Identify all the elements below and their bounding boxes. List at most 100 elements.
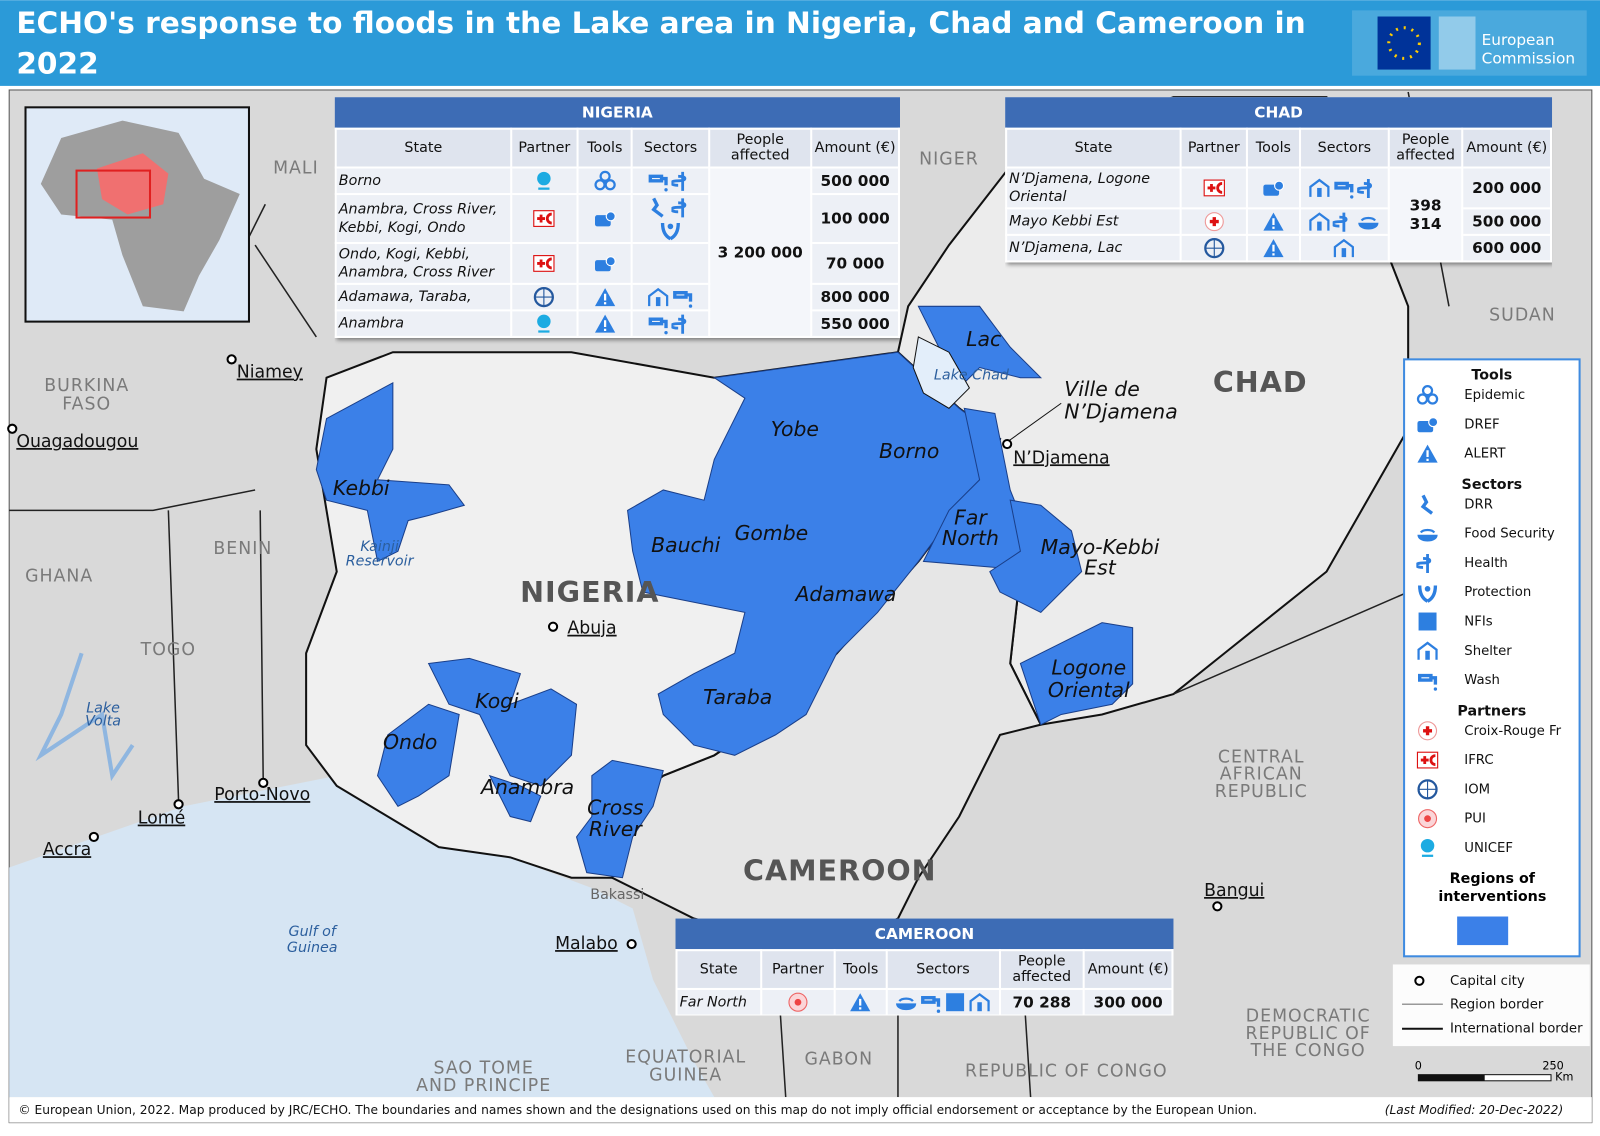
icon-cell xyxy=(576,193,633,245)
icon-epidemic xyxy=(594,170,616,191)
icon-health xyxy=(1356,178,1373,199)
capital-symbol xyxy=(1414,975,1425,986)
sea xyxy=(9,775,715,1098)
label-line: Cross xyxy=(587,795,644,819)
city-label: N’Djamena xyxy=(1013,448,1109,468)
country-label: GHANA xyxy=(25,567,93,587)
table-row: Adamawa, Taraba, 800 000 xyxy=(334,282,900,312)
label-line: Reservoir xyxy=(346,553,415,569)
capital-dot xyxy=(547,621,559,632)
icon-cell xyxy=(509,282,579,312)
icon-shape xyxy=(1418,612,1437,631)
icon-shape xyxy=(1417,779,1438,800)
icon-cell xyxy=(1245,166,1302,210)
icon-shape xyxy=(1424,586,1431,592)
region-label: Logone Oriental xyxy=(1048,656,1130,702)
inset-map xyxy=(24,106,250,323)
label-line: FASO xyxy=(62,394,111,414)
country-label: NIGERIA xyxy=(520,575,659,609)
column-header: State xyxy=(334,127,512,169)
table-title: CHAD xyxy=(1005,97,1553,128)
state-cell: Far North xyxy=(675,987,762,1016)
label-line: BURKINA xyxy=(44,376,129,396)
icon-shape xyxy=(1204,239,1223,258)
symbol-legend-box xyxy=(1392,964,1590,1047)
inset-africa xyxy=(40,120,240,312)
icon-shape xyxy=(1420,494,1434,515)
column-header: Sectors xyxy=(1299,127,1390,169)
water-label: Kainji Reservoir xyxy=(346,539,415,569)
water-labels: Lake Chad Kainji Reservoir Lake Volta Gulf… xyxy=(85,368,1010,956)
region-label: Bauchi xyxy=(651,533,721,557)
table-header-row: State Partner Tools Sectors People affected A… xyxy=(1005,127,1553,169)
icon-protection xyxy=(660,222,681,241)
legend-section-title: Partners xyxy=(1457,703,1526,719)
icon-shape xyxy=(1420,756,1429,765)
table-row: Borno 3 200 000 500 000 xyxy=(334,166,900,338)
region-labels: Kebbi Yobe Borno Bauchi Gombe Adamawa Fa… xyxy=(333,327,1160,841)
icon-cell xyxy=(509,166,579,196)
scale-unit: Km xyxy=(1555,1071,1573,1084)
icon-wash xyxy=(1334,181,1354,199)
icon-shape xyxy=(1419,528,1436,534)
icon-cell xyxy=(1299,207,1390,236)
legend-item: UNICEF xyxy=(1464,841,1513,856)
lake-volta xyxy=(35,652,135,782)
label-line: Kainji xyxy=(360,539,399,555)
label-line: Est xyxy=(1084,556,1117,580)
label-line: N’Djamena xyxy=(1064,399,1177,423)
icon-wash xyxy=(673,290,693,308)
icon-crf xyxy=(1418,721,1438,741)
symbol-label: Region border xyxy=(1450,997,1544,1012)
icon-epidemic xyxy=(1416,384,1439,405)
place-label: Ville de N’Djamena xyxy=(1064,377,1177,423)
region-label: Yobe xyxy=(771,417,819,441)
icon-cell xyxy=(759,987,836,1016)
icon-wash xyxy=(648,174,668,192)
icon-shape xyxy=(670,198,687,218)
icon-shape xyxy=(673,290,693,302)
label-line: North xyxy=(942,526,999,550)
icon-food xyxy=(1417,528,1438,542)
amount-cell: 800 000 xyxy=(810,282,900,312)
amount-cell: 70 000 xyxy=(810,242,900,285)
water-label: Lake Volta xyxy=(85,700,121,729)
icon-shape xyxy=(1331,212,1348,232)
icon-shape xyxy=(664,330,668,335)
region-label: Gombe xyxy=(735,521,809,545)
table-header-row: State Partner Tools Sectors People affected A… xyxy=(675,949,1174,990)
state-cell: Ondo, Kogi, Kebbi, Anambra, Cross River xyxy=(334,242,512,285)
region-label: Kebbi xyxy=(333,476,390,500)
column-header: Partner xyxy=(509,127,579,169)
table-header-row: State Partner Tools Sectors People affected A… xyxy=(334,127,900,169)
icon-shape xyxy=(977,1002,982,1012)
icon-cell xyxy=(630,193,711,245)
icon-shape xyxy=(648,287,669,307)
icon-alert xyxy=(1263,239,1284,258)
table-row: Mayo Kebbi Est 500 000 xyxy=(1005,207,1553,236)
icon-shape xyxy=(898,997,914,1002)
icon-shape xyxy=(537,314,552,329)
title: ECHO's response to floods in the Lake ar… xyxy=(16,5,1306,81)
icon-shape xyxy=(538,187,550,190)
icon-ifrc xyxy=(1203,179,1225,197)
icon-shape xyxy=(1418,780,1437,799)
icon-drr xyxy=(651,197,664,218)
icon-shape xyxy=(1342,248,1347,258)
icon-shape xyxy=(1350,195,1354,199)
data-table: CHAD State Partner Tools Sectors People affec… xyxy=(1005,97,1553,263)
label-line: SAO TOME xyxy=(434,1059,534,1079)
icon-crf xyxy=(1204,212,1224,232)
icon-shape xyxy=(1426,393,1439,405)
icon-shape xyxy=(1416,553,1432,574)
table-row: Anambra, Cross River, Kebbi, Kogi, Ondo 1… xyxy=(334,193,900,245)
icon-shape xyxy=(537,259,546,268)
column-header: People affected xyxy=(708,127,813,169)
logo-text: European Commission xyxy=(1481,30,1576,68)
region-label: Ondo xyxy=(383,730,437,754)
icon-shape xyxy=(969,992,990,1012)
state-cell: Anambra xyxy=(334,309,512,338)
